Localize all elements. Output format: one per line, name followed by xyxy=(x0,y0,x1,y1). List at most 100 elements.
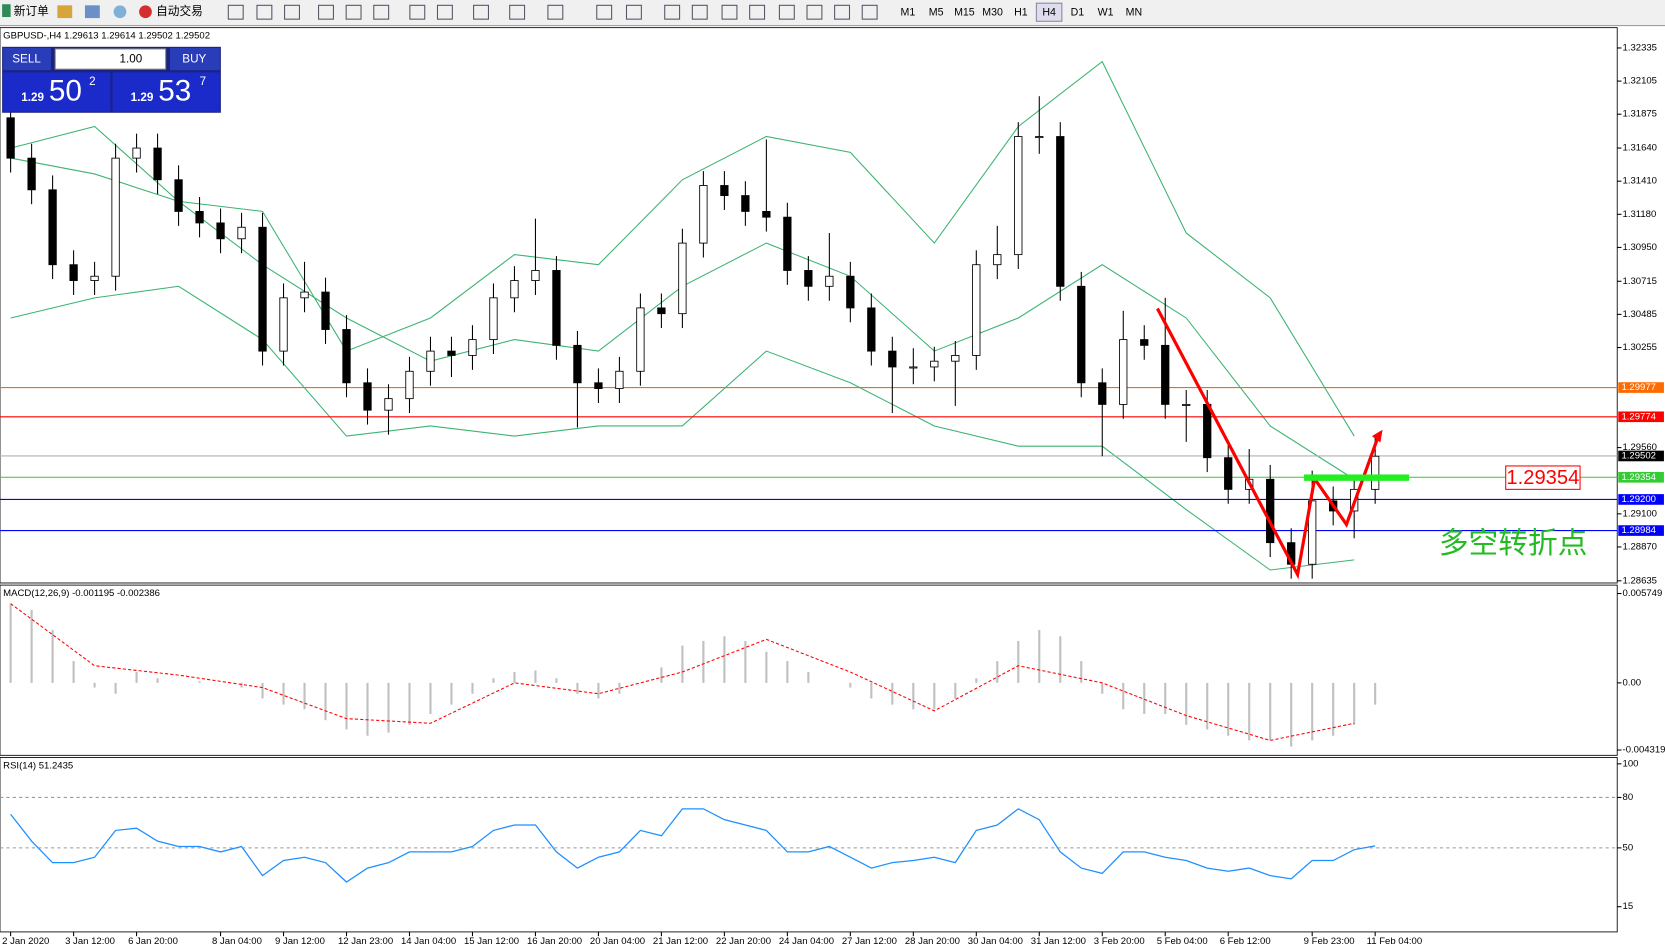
icon[interactable] xyxy=(84,5,100,19)
tool-icon[interactable] xyxy=(861,4,878,20)
candle-body xyxy=(111,157,120,277)
x-tick-label: 3 Feb 20:00 xyxy=(1094,936,1145,947)
sell-button[interactable] xyxy=(3,47,51,71)
candle-body xyxy=(153,147,162,181)
y-tick-label: 1.30255 xyxy=(1623,342,1657,353)
x-tick-label: 20 Jan 04:00 xyxy=(590,936,645,947)
x-tick-label: 6 Jan 20:00 xyxy=(128,936,178,947)
buy-button[interactable] xyxy=(169,47,220,71)
x-tick-label: 31 Jan 12:00 xyxy=(1031,936,1086,947)
tool-icon[interactable] xyxy=(409,4,426,20)
ask-frac: 7 xyxy=(200,75,207,88)
price-callout-text: 1.29354 xyxy=(1506,467,1579,489)
candle-body xyxy=(1161,344,1170,405)
tool-icon[interactable] xyxy=(473,4,489,20)
candle-body xyxy=(48,189,57,266)
lot-input[interactable] xyxy=(54,48,167,70)
candle-body xyxy=(783,216,792,271)
x-tick-label: 9 Feb 23:00 xyxy=(1304,936,1355,947)
timeframe-button[interactable]: M15 xyxy=(954,7,975,19)
tool-icon[interactable] xyxy=(345,4,362,20)
tool-icon[interactable] xyxy=(834,4,851,20)
timeframe-button[interactable]: M5 xyxy=(929,7,944,19)
candle-body xyxy=(678,242,687,315)
y-tick-label: 1.30485 xyxy=(1623,309,1657,320)
icon[interactable] xyxy=(113,5,127,19)
candle-body xyxy=(384,398,393,411)
candle-body xyxy=(720,185,729,197)
candle-body xyxy=(342,329,351,384)
candle-body xyxy=(951,355,960,362)
timeframe-button[interactable]: H1 xyxy=(1014,7,1028,19)
tool-icon[interactable] xyxy=(778,4,795,20)
x-tick-label: 12 Jan 23:00 xyxy=(338,936,393,947)
bid-big: 1.29 xyxy=(21,91,44,104)
tool-icon[interactable] xyxy=(436,4,453,20)
timeframe-button[interactable]: MN xyxy=(1126,7,1142,19)
y-tick-label: 1.31180 xyxy=(1623,209,1657,220)
x-tick-label: 27 Jan 12:00 xyxy=(842,936,897,947)
tool-icon[interactable] xyxy=(227,4,244,20)
bollinger-lower xyxy=(10,285,1355,571)
price-level-label: 1.28984 xyxy=(1621,525,1656,536)
y-tick-label: -0.004319 xyxy=(1623,745,1665,756)
bid-box[interactable] xyxy=(3,72,111,112)
icon xyxy=(139,5,152,19)
y-tick-label: 1.32105 xyxy=(1623,76,1657,87)
icon xyxy=(2,4,11,18)
candle-body xyxy=(531,270,540,281)
price-level-label: 1.29354 xyxy=(1621,472,1656,483)
tool-icons xyxy=(227,4,878,20)
price-pane xyxy=(0,27,1618,584)
candle-body xyxy=(699,185,708,244)
timeframe-button[interactable]: M30 xyxy=(982,7,1003,19)
tool-icon[interactable] xyxy=(318,4,334,20)
icon[interactable] xyxy=(57,5,73,19)
new-order-button[interactable]: 新订单 xyxy=(2,4,49,18)
tool-icon[interactable] xyxy=(664,4,681,20)
tool-icon[interactable] xyxy=(721,4,738,20)
tool-icon[interactable] xyxy=(596,4,613,20)
y-tick-label: 80 xyxy=(1623,792,1634,803)
candle-body xyxy=(510,280,519,299)
x-tick-label: 9 Jan 12:00 xyxy=(275,936,325,947)
rsi-line xyxy=(10,808,1376,883)
timeframe-button[interactable]: W1 xyxy=(1098,7,1114,19)
x-tick-label: 6 Feb 12:00 xyxy=(1220,936,1271,947)
lot-value: 1.00 xyxy=(120,53,143,66)
tool-icon[interactable] xyxy=(691,4,708,20)
tool-icon[interactable] xyxy=(284,4,300,20)
tool-icon[interactable] xyxy=(749,4,766,20)
price-level-tag xyxy=(1618,411,1664,423)
button-label: 新订单 xyxy=(14,4,49,18)
y-tick-label: 0.005749 xyxy=(1623,588,1663,599)
x-tick-label: 28 Jan 20:00 xyxy=(905,936,960,947)
timeframe-button[interactable]: M1 xyxy=(901,7,916,19)
tool-icon[interactable] xyxy=(806,4,823,20)
y-tick-label: 1.28635 xyxy=(1623,575,1657,586)
y-tick-label: 1.31875 xyxy=(1623,109,1657,120)
tool-icon[interactable] xyxy=(509,4,526,20)
price-level-tag xyxy=(1618,494,1664,505)
panes: 1.32335 1.32105 1.31875 1.31640 1.31410 1.311… xyxy=(0,31,1665,947)
candle-body xyxy=(1056,136,1065,287)
ask-box[interactable] xyxy=(112,72,220,112)
timeframe-button[interactable]: H4 xyxy=(1042,7,1056,19)
tool-icon[interactable] xyxy=(256,4,273,20)
tool-icon[interactable] xyxy=(547,4,564,20)
candle-body xyxy=(741,195,750,212)
auto-trading-button[interactable]: 自动交易 xyxy=(139,4,203,19)
candle-body xyxy=(237,226,246,240)
timeframe-active[interactable] xyxy=(1035,2,1063,22)
timeframe-button[interactable]: D1 xyxy=(1071,7,1085,19)
candle-body xyxy=(1371,455,1380,490)
tool-icon[interactable] xyxy=(373,4,390,20)
candle-body xyxy=(615,370,624,389)
candle-body xyxy=(489,297,498,341)
candle-body xyxy=(216,222,225,240)
candle-body xyxy=(195,210,204,224)
toolbar xyxy=(0,0,1665,26)
y-tick-label: 50 xyxy=(1623,842,1634,853)
tool-icon[interactable] xyxy=(625,4,642,20)
y-tick-label: 15 xyxy=(1623,901,1634,912)
